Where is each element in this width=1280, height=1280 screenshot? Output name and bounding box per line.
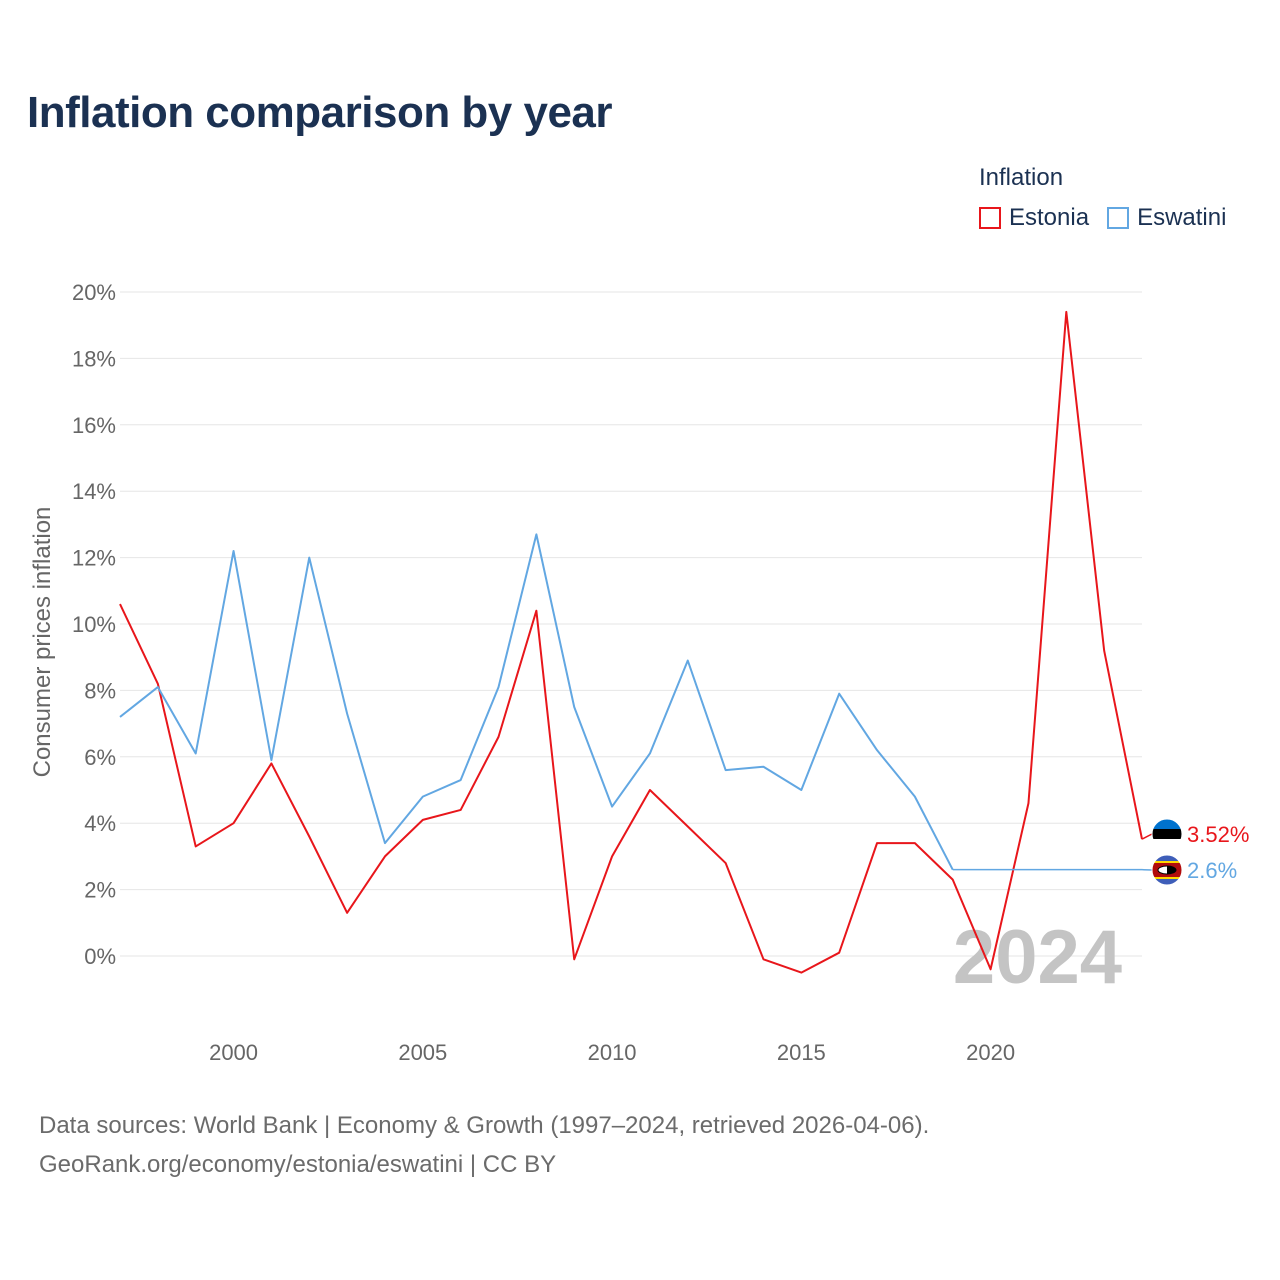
x-tick-label: 2010 xyxy=(588,1040,637,1065)
legend-swatch-estonia xyxy=(979,207,1001,229)
series-lines xyxy=(119,310,1143,974)
flag-eswatini-icon xyxy=(1151,854,1183,886)
series-line-estonia xyxy=(119,310,1143,974)
legend-item-eswatini[interactable]: Eswatini xyxy=(1107,204,1226,232)
source-note: Data sources: World Bank | Economy & Gro… xyxy=(39,1106,929,1184)
x-tick-label: 2005 xyxy=(398,1040,447,1065)
grid xyxy=(120,291,1142,957)
y-axis-label: Consumer prices inflation xyxy=(29,507,56,778)
legend-title: Inflation xyxy=(979,164,1064,191)
legend-label-estonia: Estonia xyxy=(1009,204,1090,231)
flag-estonia-icon xyxy=(1151,818,1183,850)
legend-item-estonia[interactable]: Estonia xyxy=(979,204,1089,232)
year-watermark: 2024 xyxy=(953,915,1122,1000)
x-tick-label: 2015 xyxy=(777,1040,826,1065)
y-tick-label: 4% xyxy=(84,811,116,836)
y-tick-label: 10% xyxy=(72,612,116,637)
flag-stripe xyxy=(1152,839,1182,849)
flag-ring xyxy=(1151,854,1183,886)
y-tick-label: 18% xyxy=(72,346,116,371)
y-tick-label: 12% xyxy=(72,546,116,571)
flag-shield-half xyxy=(1167,866,1176,874)
x-axis: 2000 2005 2010 2015 2020 xyxy=(209,1040,1015,1065)
end-label-eswatini: 2.6% xyxy=(1187,858,1237,883)
page-title: Inflation comparison by year xyxy=(27,88,613,137)
y-tick-label: 8% xyxy=(84,678,116,703)
end-markers: 3.52% 2.6% xyxy=(1141,818,1249,886)
flag-stripe xyxy=(1152,819,1182,829)
y-tick-label: 2% xyxy=(84,878,116,903)
y-tick-label: 0% xyxy=(84,944,116,969)
y-tick-label: 6% xyxy=(84,745,116,770)
flag-stripe xyxy=(1152,829,1182,839)
source-line-1: Data sources: World Bank | Economy & Gro… xyxy=(39,1112,930,1139)
flag-body xyxy=(1152,855,1182,885)
legend-swatch-eswatini xyxy=(1107,207,1130,229)
end-label-estonia: 3.52% xyxy=(1187,822,1249,847)
source-line-2[interactable]: GeoRank.org/economy/estonia/eswatini | C… xyxy=(39,1151,557,1178)
y-tick-label: 20% xyxy=(72,280,116,305)
y-axis: 0% 2% 4% 6% 8% 10% 12% 14% 16% 18% 20% xyxy=(72,280,116,969)
y-tick-label: 16% xyxy=(72,413,116,438)
x-tick-label: 2000 xyxy=(209,1040,258,1065)
flag-body xyxy=(1152,819,1182,849)
flag-ring xyxy=(1151,818,1183,850)
legend: Estonia Eswatini xyxy=(979,204,1244,232)
y-tick-label: 14% xyxy=(72,479,116,504)
series-line-eswatini xyxy=(119,533,954,871)
legend-label-eswatini: Eswatini xyxy=(1137,204,1227,231)
end-connector xyxy=(1141,833,1153,840)
x-tick-label: 2020 xyxy=(966,1040,1015,1065)
